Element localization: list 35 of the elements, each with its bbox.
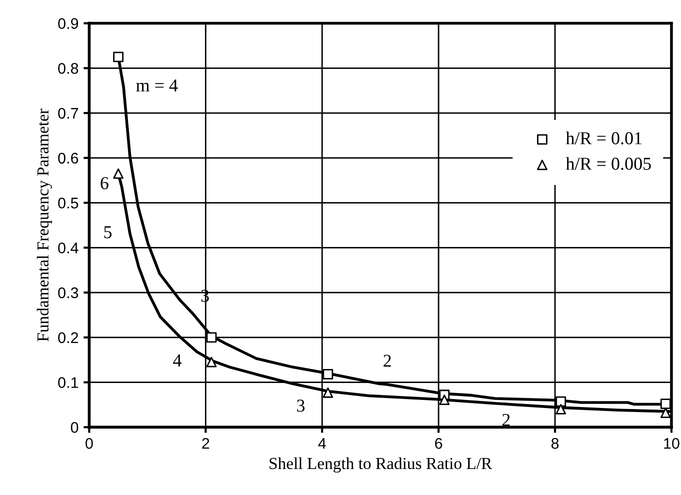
x-tick-label: 2: [202, 438, 210, 449]
legend-label: h/R = 0.01: [566, 132, 642, 144]
legend-label: h/R = 0.005: [566, 157, 651, 170]
y-tick-label: 0.2: [58, 332, 78, 344]
point: [439, 394, 450, 406]
annotation: 4: [173, 354, 182, 366]
point: [113, 168, 124, 179]
y-tick-label: 0.7: [58, 108, 78, 119]
annotation: 2: [502, 414, 510, 426]
y-tick-label: 0.5: [58, 198, 78, 208]
y-tick-label: 0: [70, 422, 78, 433]
x-tick-label: 6: [435, 438, 442, 449]
x-tick-label: 4: [318, 438, 326, 449]
y-tick-label: 0.1: [58, 377, 78, 388]
y-tick-label: 0.3: [58, 287, 78, 298]
point: [206, 332, 217, 343]
annotation: 6: [100, 177, 108, 190]
y-tick-label: 0.9: [58, 18, 78, 29]
x-tick-label: 0: [86, 438, 93, 449]
point: [556, 396, 566, 407]
annotation: 3: [297, 400, 305, 412]
x-tick-label: 10: [664, 438, 680, 449]
y-tick-label: 0.8: [58, 63, 78, 74]
point: [322, 369, 334, 380]
y-axis-title: Fundamental Frequency Parameter: [36, 108, 52, 342]
point: [113, 52, 124, 62]
y-tick-label: 0.6: [58, 152, 78, 164]
point: [660, 398, 671, 410]
y-tick-label: 0.4: [58, 242, 78, 254]
x-axis-title: Shell Length to Radius Ratio L/R: [270, 457, 492, 473]
x-tick-label: 8: [551, 438, 559, 449]
annotation: 2: [384, 354, 391, 367]
annotation: m = 4: [136, 79, 178, 92]
annotation: 5: [104, 226, 112, 238]
point: [322, 387, 334, 398]
